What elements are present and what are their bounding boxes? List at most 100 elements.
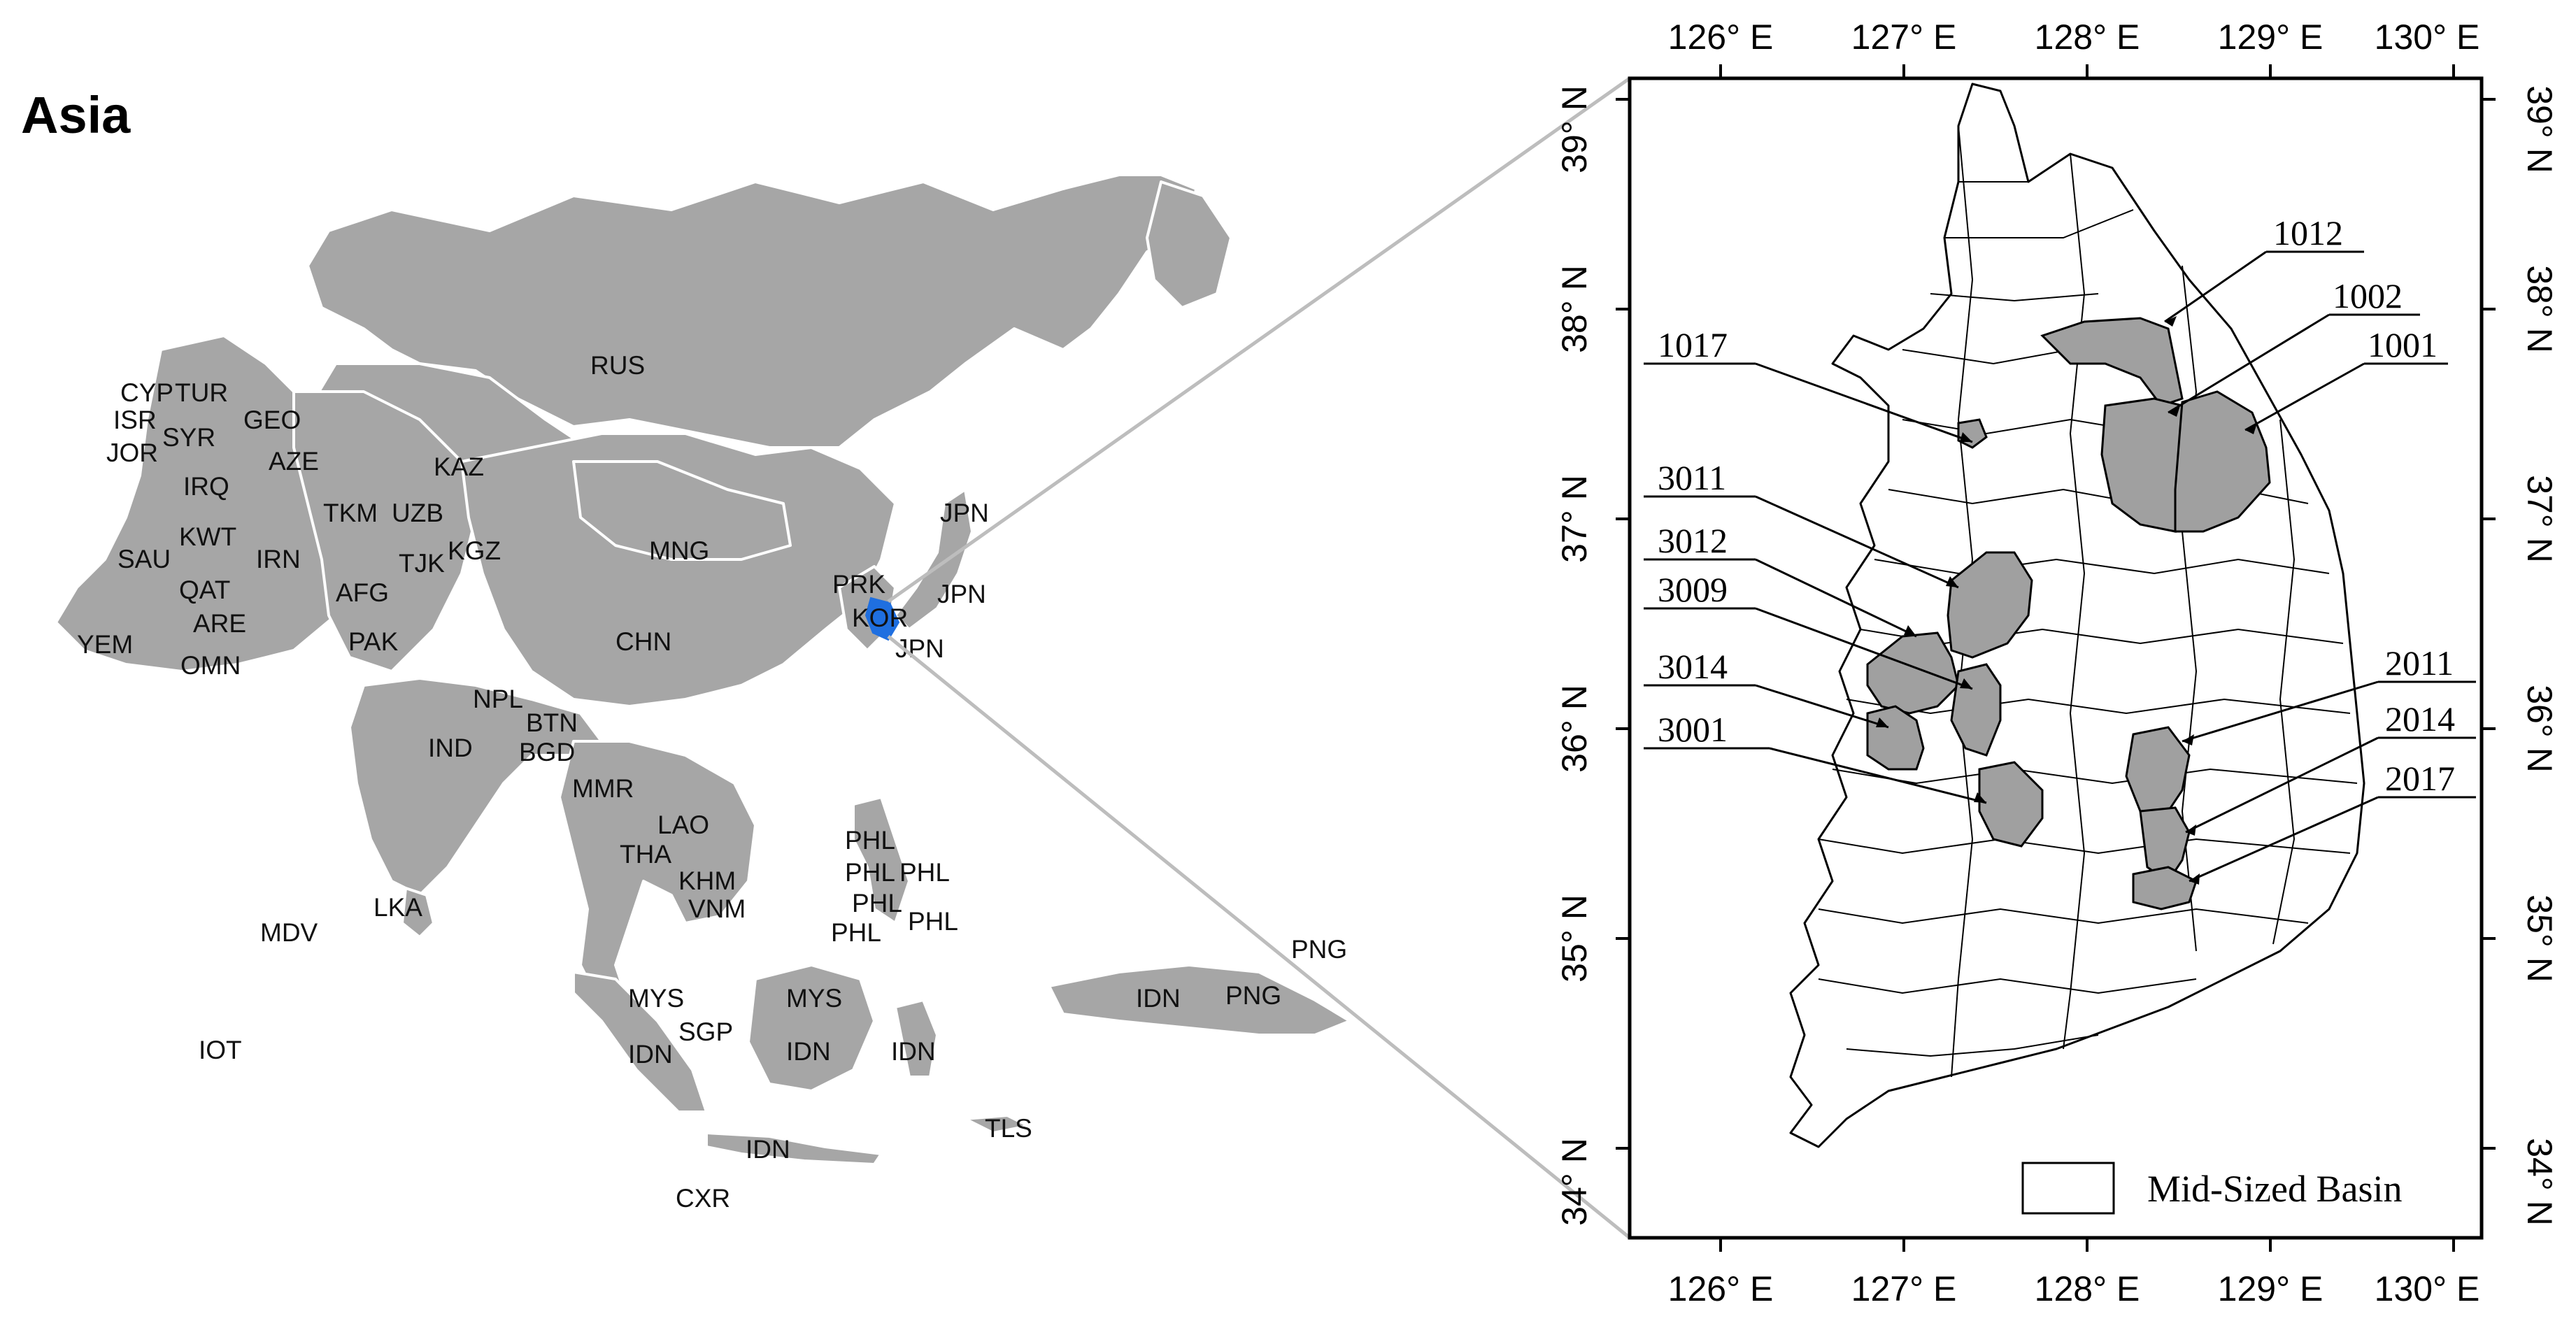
legend-swatch <box>2021 1162 2115 1215</box>
basin-label-1012: 1012 <box>2273 213 2343 252</box>
country-label: THA <box>620 840 671 869</box>
lat-tick-label: 37° N <box>2520 475 2559 563</box>
country-label: ARE <box>193 609 246 638</box>
country-label: PHL <box>899 858 950 887</box>
country-label: QAT <box>179 576 230 604</box>
lon-labels-top: 126° E 127° E 128° E 129° E 130° E <box>1668 17 2480 57</box>
country-label: MDV <box>260 918 318 947</box>
basin-label-3011: 3011 <box>1658 458 1726 497</box>
country-label: CYP <box>120 378 173 407</box>
country-label: CHN <box>615 627 671 656</box>
country-label: GEO <box>243 406 301 434</box>
country-label: PRK <box>832 570 885 599</box>
country-label: PHL <box>908 907 958 936</box>
lat-tick-label: 36° N <box>2520 685 2559 773</box>
country-label: YEM <box>77 630 133 659</box>
country-label: PHL <box>845 826 895 855</box>
land-mongolia <box>572 460 792 561</box>
lat-tick-label: 39° N <box>2520 85 2559 173</box>
country-label: ISR <box>113 406 157 434</box>
land-india <box>348 677 603 897</box>
country-label: LAO <box>657 811 709 839</box>
country-label: MMR <box>572 774 634 803</box>
lon-tick-label: 129° E <box>2218 17 2324 57</box>
country-label: RUS <box>590 351 645 380</box>
korea-inset: 126° E 127° E 128° E 129° E 130° E 126° … <box>1555 17 2559 1308</box>
land-java <box>705 1131 883 1166</box>
connector-line-bottom <box>887 635 1631 1239</box>
country-label: PHL <box>845 858 895 887</box>
basin-2014 <box>2139 806 2191 883</box>
land-iran-afg <box>292 390 477 673</box>
land-sumatra <box>572 971 708 1113</box>
country-label: TLS <box>985 1114 1032 1143</box>
land-new-guinea <box>1048 964 1351 1036</box>
lon-tick-label: 130° E <box>2375 1269 2480 1308</box>
lat-tick-label: 37° N <box>1555 475 1594 563</box>
lat-tick-label: 36° N <box>1555 685 1594 773</box>
basin-label-3012: 3012 <box>1658 521 1728 560</box>
asia-landmass <box>55 173 1351 1166</box>
country-label: SGP <box>678 1017 733 1046</box>
land-timor <box>964 1114 1030 1134</box>
land-se-asia <box>558 740 757 1008</box>
korea-highlight <box>864 597 900 641</box>
basin-2011 <box>2125 726 2191 813</box>
country-label: BGD <box>519 738 575 766</box>
legend-label: Mid-Sized Basin <box>2147 1168 2402 1210</box>
basin-label-3009: 3009 <box>1658 570 1728 609</box>
lon-tick-label: 127° E <box>1851 1269 1957 1308</box>
country-label: OMN <box>180 651 241 680</box>
basin-label-2017: 2017 <box>2385 759 2455 798</box>
country-label: MNG <box>649 536 709 565</box>
country-label: AFG <box>336 578 389 607</box>
lon-tick-label: 129° E <box>2218 1269 2324 1308</box>
basin-label-2011: 2011 <box>2385 643 2454 683</box>
land-sri-lanka <box>401 887 435 938</box>
country-label: IRN <box>256 545 301 573</box>
land-russia <box>306 173 1197 449</box>
basin-2017 <box>2132 866 2198 911</box>
lat-tick-label: 34° N <box>2520 1138 2559 1226</box>
lon-labels-bottom: 126° E 127° E 128° E 129° E 130° E <box>1668 1269 2480 1308</box>
tick-marks <box>1616 64 2496 1252</box>
country-label: JPN <box>940 499 989 527</box>
country-label: LKA <box>373 893 422 922</box>
country-label: PNG <box>1225 981 1281 1010</box>
lon-tick-label: 128° E <box>2035 1269 2140 1308</box>
lat-tick-label: 38° N <box>1555 265 1594 353</box>
country-label: PHL <box>852 889 902 917</box>
country-label: JOR <box>106 438 158 467</box>
basin-labels: 1012 1002 1001 1017 3011 3012 3009 3014 … <box>1658 213 2455 798</box>
country-label: JPN <box>937 580 986 608</box>
basin-label-3001: 3001 <box>1658 710 1728 749</box>
highlighted-basins <box>1866 317 2271 911</box>
country-label: UZB <box>392 499 443 527</box>
basin-label-3014: 3014 <box>1658 647 1728 686</box>
lat-tick-label: 35° N <box>2520 894 2559 983</box>
country-label: IND <box>428 734 473 762</box>
land-sulawesi <box>894 999 939 1078</box>
asia-map: Asia <box>21 86 1351 1213</box>
land-borneo <box>747 964 876 1092</box>
land-china <box>460 432 897 708</box>
country-label: MYS <box>786 984 842 1013</box>
land-japan <box>894 488 974 631</box>
basin-label-1017: 1017 <box>1658 325 1728 364</box>
basin-3012 <box>1866 631 1960 715</box>
connector-line-top <box>887 76 1631 604</box>
country-label: AZE <box>269 447 319 476</box>
lon-tick-label: 127° E <box>1851 17 1957 57</box>
country-label: VNM <box>688 894 746 923</box>
country-label: IDN <box>1136 984 1181 1013</box>
country-label: IRQ <box>183 472 229 501</box>
basin-1012 <box>2040 317 2184 407</box>
country-label: KAZ <box>434 452 484 481</box>
lon-tick-label: 126° E <box>1668 1269 1774 1308</box>
country-label: IDN <box>746 1135 790 1164</box>
country-label: KGZ <box>448 536 501 565</box>
lon-tick-label: 128° E <box>2035 17 2140 57</box>
lat-labels-left: 39° N 38° N 37° N 36° N 35° N 34° N <box>1555 85 1594 1226</box>
country-label: PNG <box>1291 935 1347 964</box>
